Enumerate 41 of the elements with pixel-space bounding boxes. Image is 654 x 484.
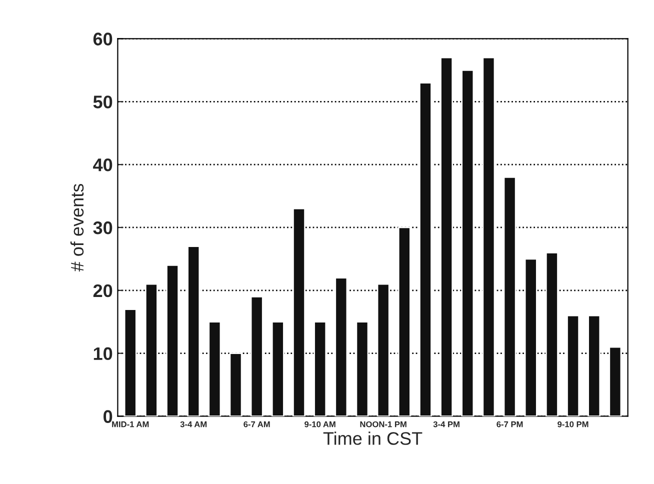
x-axis-title: Time in CST <box>323 432 422 445</box>
bar <box>187 246 200 416</box>
x-tick-label: 3-4 AM <box>180 421 207 428</box>
bar <box>545 252 558 416</box>
bar <box>166 264 180 416</box>
bar <box>376 283 390 416</box>
bar <box>292 208 306 416</box>
bar <box>440 56 454 416</box>
bar <box>608 346 622 416</box>
x-tick-label: 3-4 PM <box>433 421 460 428</box>
bar <box>566 314 580 416</box>
y-tick-label: 0 <box>104 410 112 423</box>
x-tick-label: NOON-1 PM <box>360 421 406 428</box>
bar <box>461 69 474 416</box>
bar <box>144 283 158 416</box>
x-tick-label: MID-1 AM <box>112 421 149 428</box>
x-tick-label: 6-7 PM <box>496 421 523 428</box>
bar <box>398 226 411 416</box>
y-tick-label: 30 <box>93 221 112 234</box>
bar <box>418 82 432 416</box>
bar <box>588 314 601 416</box>
bar <box>356 321 369 416</box>
bar <box>124 308 137 416</box>
bar <box>208 321 222 416</box>
bar <box>229 352 242 416</box>
bar <box>314 321 327 416</box>
y-tick-label: 40 <box>93 158 112 172</box>
x-tick-label: 9-10 AM <box>304 421 336 428</box>
y-tick-label: 10 <box>94 347 112 360</box>
bar <box>271 321 284 416</box>
x-tick-label: 6-7 AM <box>244 421 270 428</box>
y-tick-label: 60 <box>93 32 112 46</box>
bar <box>250 296 264 416</box>
y-tick-label: 50 <box>93 96 112 108</box>
bar <box>503 176 516 416</box>
y-axis-title: # of events <box>70 184 84 272</box>
bar <box>334 277 348 416</box>
y-tick-label: 20 <box>93 284 112 298</box>
x-tick-label: 9-10 PM <box>558 421 588 428</box>
bar <box>524 258 538 416</box>
bar <box>482 56 496 416</box>
